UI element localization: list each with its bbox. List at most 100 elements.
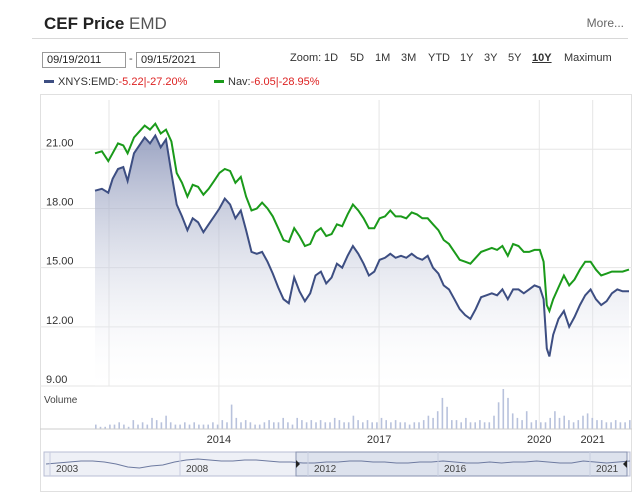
volume-bar <box>301 420 303 429</box>
volume-bar <box>137 424 139 429</box>
navigator-mini-line <box>45 458 631 469</box>
more-link[interactable]: More... <box>586 16 624 30</box>
volume-bar <box>357 420 359 429</box>
volume-bar <box>413 422 416 429</box>
volume-bar <box>465 417 467 429</box>
chart-header: CEF Price EMD More... <box>32 10 628 39</box>
volume-bar <box>469 422 472 429</box>
navigator-tick-label: 2003 <box>56 464 79 475</box>
volume-bar <box>151 417 153 429</box>
volume-bar <box>380 417 383 429</box>
volume-bar <box>404 422 406 429</box>
legend-item-price[interactable]: XNYS:EMD:-5.22|-27.20% <box>44 76 187 88</box>
x-tick-label: 2020 <box>527 434 551 446</box>
volume-bar <box>432 417 434 429</box>
volume-bar <box>441 397 444 429</box>
volume-bar <box>427 415 430 429</box>
volume-bar <box>460 422 462 429</box>
navigator-tick-label: 2016 <box>444 464 467 475</box>
volume-bar <box>446 406 448 429</box>
volume-bar <box>376 422 378 429</box>
legend-change-price: -5.22 <box>118 76 144 88</box>
volume-bar <box>624 422 626 429</box>
y-tick-label: 12.00 <box>46 315 74 327</box>
volume-bar <box>174 424 177 429</box>
volume-bar <box>511 413 514 429</box>
volume-bar <box>263 422 266 429</box>
volume-bar <box>165 415 167 429</box>
legend-sep-nav: | <box>275 76 279 88</box>
volume-bar <box>563 415 565 429</box>
zoom-ytd[interactable]: YTD <box>428 52 450 64</box>
volume-bar <box>352 415 355 429</box>
volume-bar <box>104 426 106 429</box>
volume-bar <box>141 422 144 429</box>
volume-bar <box>179 424 181 429</box>
zoom-1d[interactable]: 1D <box>324 52 339 64</box>
volume-bar <box>268 420 270 429</box>
volume-bar <box>610 422 612 429</box>
volume-bar <box>207 424 209 429</box>
volume-bar <box>605 422 608 429</box>
zoom-maximum[interactable]: Maximum <box>564 52 612 64</box>
y-tick-label: 9.00 <box>46 374 67 386</box>
zoom-1m[interactable]: 1M <box>375 52 391 64</box>
volume-bar <box>502 389 505 429</box>
volume-bar <box>329 422 331 429</box>
volume-bar <box>521 420 523 429</box>
volume-bar <box>333 417 336 429</box>
volume-bar <box>221 420 224 429</box>
legend-name-price: XNYS:EMD: <box>58 76 119 88</box>
zoom-5y[interactable]: 5Y <box>508 52 522 64</box>
date-range-dash: - <box>129 53 133 65</box>
start-date-input[interactable] <box>42 52 126 68</box>
volume-bar <box>479 420 481 429</box>
legend-pct-price: -27.20% <box>146 76 188 88</box>
volume-bar <box>146 424 149 429</box>
volume-bar <box>600 420 603 429</box>
zoom-10y[interactable]: 10Y <box>532 52 552 64</box>
volume-bar <box>202 424 205 429</box>
volume-bar <box>436 411 439 429</box>
volume-bar <box>451 420 453 429</box>
volume-bar <box>347 422 350 429</box>
volume-bar <box>338 420 341 429</box>
volume-bar <box>315 422 317 429</box>
navigator-tick-label: 2012 <box>314 464 337 475</box>
volume-bar <box>216 424 219 429</box>
navigator[interactable]: 2003 2008 2012 2016 2021 <box>43 451 631 477</box>
navigator-right-handle[interactable] <box>623 460 627 468</box>
volume-bar <box>230 404 233 429</box>
y-tick-label: 18.00 <box>46 196 74 208</box>
volume-bar <box>277 422 280 429</box>
zoom-1y[interactable]: 1Y <box>460 52 474 64</box>
volume-bar <box>188 424 191 429</box>
volume-bar <box>109 424 111 429</box>
volume-bar <box>474 422 476 429</box>
legend-item-nav[interactable]: Nav:-6.05|-28.95% <box>214 76 320 88</box>
volume-bar <box>554 411 556 429</box>
volume-bar <box>591 417 594 429</box>
volume-bar <box>95 424 97 429</box>
volume-label: Volume <box>44 395 78 406</box>
volume-bar <box>226 422 228 429</box>
zoom-3y[interactable]: 3Y <box>484 52 498 64</box>
navigator-tick-label: 2008 <box>186 464 209 475</box>
volume-bar <box>212 422 214 429</box>
navigator-left-handle[interactable] <box>296 460 300 468</box>
volume-bar <box>169 422 172 429</box>
volume-bar <box>516 417 519 429</box>
zoom-label: Zoom: <box>290 52 322 64</box>
volume-bar <box>155 420 158 429</box>
end-date-input[interactable] <box>136 52 220 68</box>
volume-bar <box>305 422 308 429</box>
zoom-3m[interactable]: 3M <box>401 52 417 64</box>
y-tick-label: 21.00 <box>46 137 74 149</box>
zoom-5d[interactable]: 5D <box>350 52 365 64</box>
volume-bar <box>530 422 533 429</box>
volume-bar <box>540 422 542 429</box>
volume-bar <box>408 424 411 429</box>
volume-bar <box>418 422 420 429</box>
volume-bar <box>235 417 238 429</box>
volume-bar <box>525 411 528 429</box>
